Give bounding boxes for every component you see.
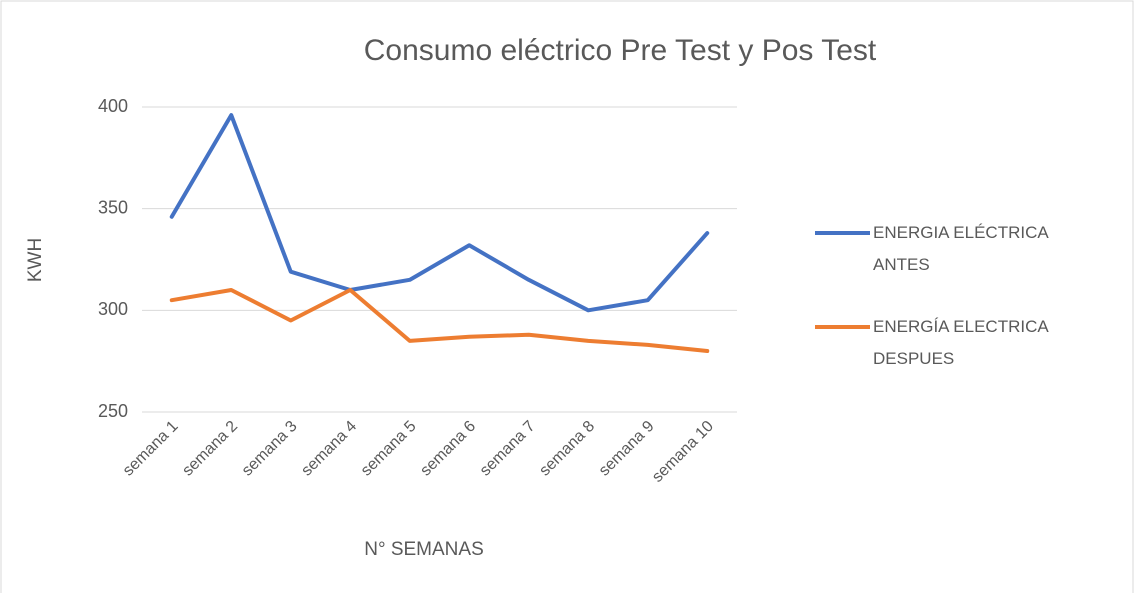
series-line (169, 288, 710, 353)
series-line (169, 113, 710, 313)
y-tick-label: 250 (98, 401, 128, 421)
legend-label: ENERGIA ELÉCTRICA ANTES (873, 223, 1048, 274)
x-axis-label: N° SEMANAS (364, 539, 484, 560)
chart-title: Consumo eléctrico Pre Test y Pos Test (364, 34, 877, 67)
y-axis-label: KWH (25, 238, 46, 282)
legend-label: ENERGÍA ELECTRICA DESPUES (873, 317, 1048, 368)
y-tick-label: 400 (98, 96, 128, 116)
y-tick-label: 300 (98, 299, 128, 319)
y-tick-label: 350 (98, 197, 128, 217)
